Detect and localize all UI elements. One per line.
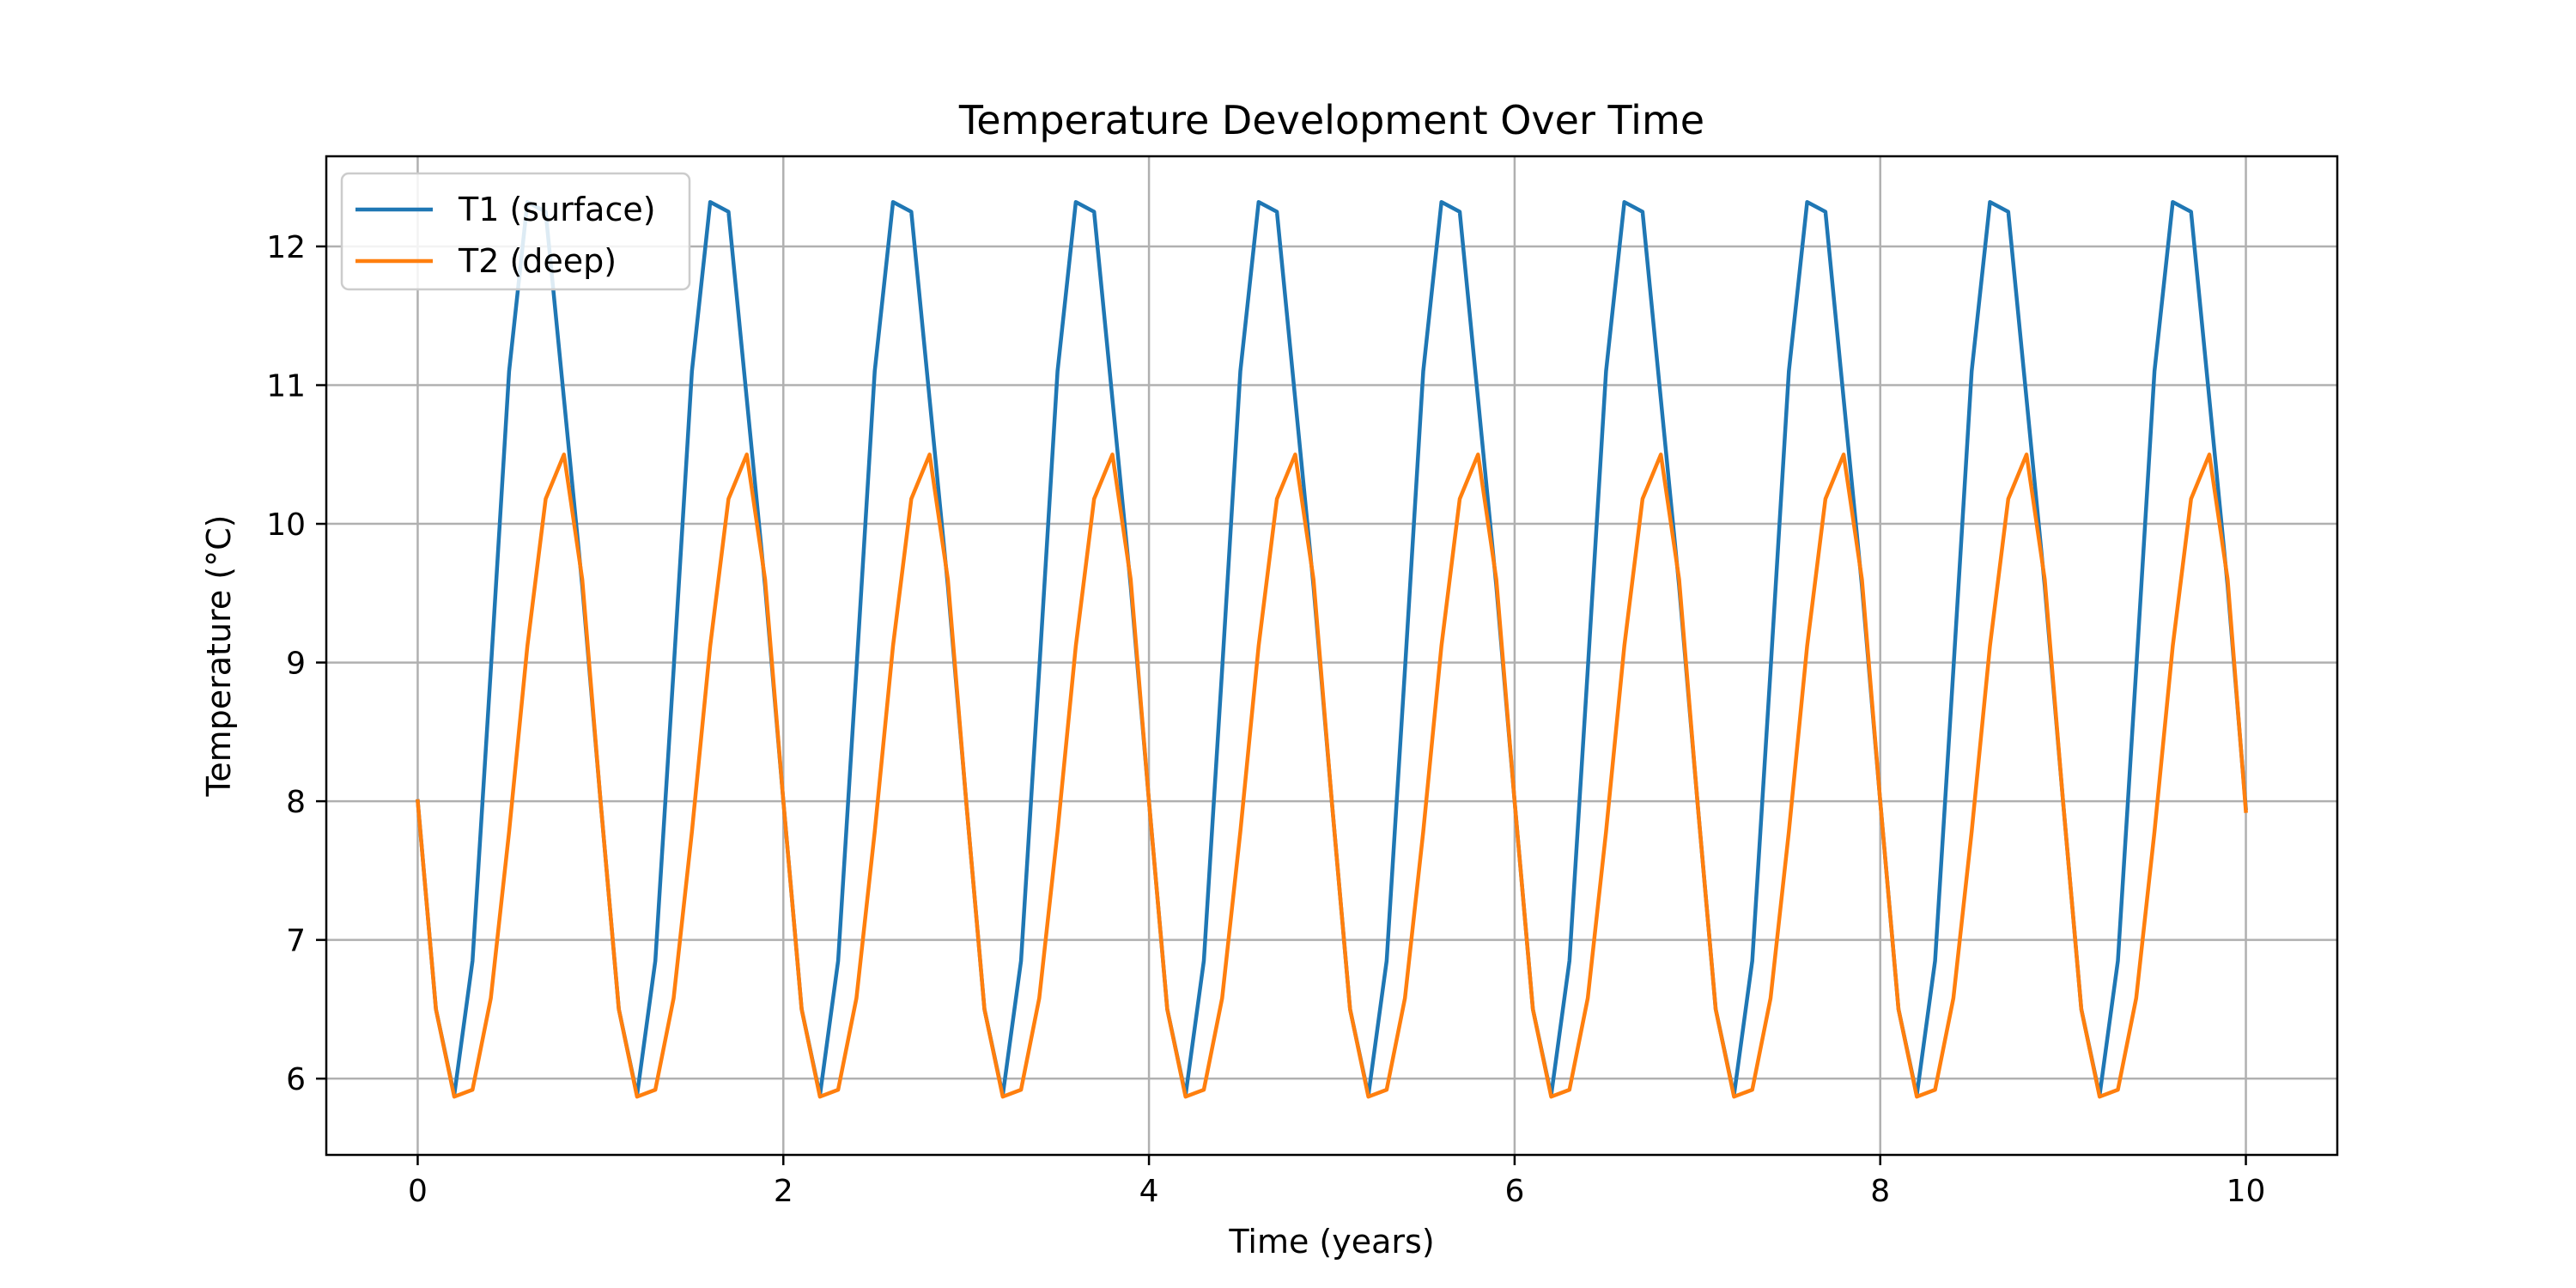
y-tick-label: 7 xyxy=(286,924,306,959)
x-tick-label: 2 xyxy=(774,1174,793,1209)
x-tick-label: 4 xyxy=(1139,1174,1159,1209)
y-tick-label: 11 xyxy=(266,369,306,404)
y-tick-label: 10 xyxy=(266,507,306,543)
y-tick-label: 9 xyxy=(286,647,306,682)
x-tick-label: 6 xyxy=(1504,1174,1524,1209)
x-axis-label: Time (years) xyxy=(1228,1223,1434,1261)
y-tick-label: 12 xyxy=(266,230,306,265)
y-tick-label: 8 xyxy=(286,785,306,820)
plot-frame xyxy=(325,155,2339,1157)
legend-label: T2 (deep) xyxy=(458,242,617,280)
axis-ticks: 0 2 4 6 8 10 6 7 8 9 10 11 12 xyxy=(266,230,2265,1209)
plot-lines xyxy=(416,200,2248,1099)
legend: T1 (surface) T2 (deep) xyxy=(340,172,691,291)
y-tick-label: 6 xyxy=(286,1062,306,1097)
x-tick-label: 0 xyxy=(408,1174,428,1209)
chart-title: Temperature Development Over Time xyxy=(958,97,1704,143)
x-tick-label: 10 xyxy=(2227,1174,2266,1209)
legend-label: T1 (surface) xyxy=(458,191,656,228)
grid xyxy=(326,156,2337,1155)
x-tick-label: 8 xyxy=(1870,1174,1890,1209)
y-axis-label: Temperature (°C) xyxy=(200,515,238,798)
series-line-2 xyxy=(416,453,2248,1099)
